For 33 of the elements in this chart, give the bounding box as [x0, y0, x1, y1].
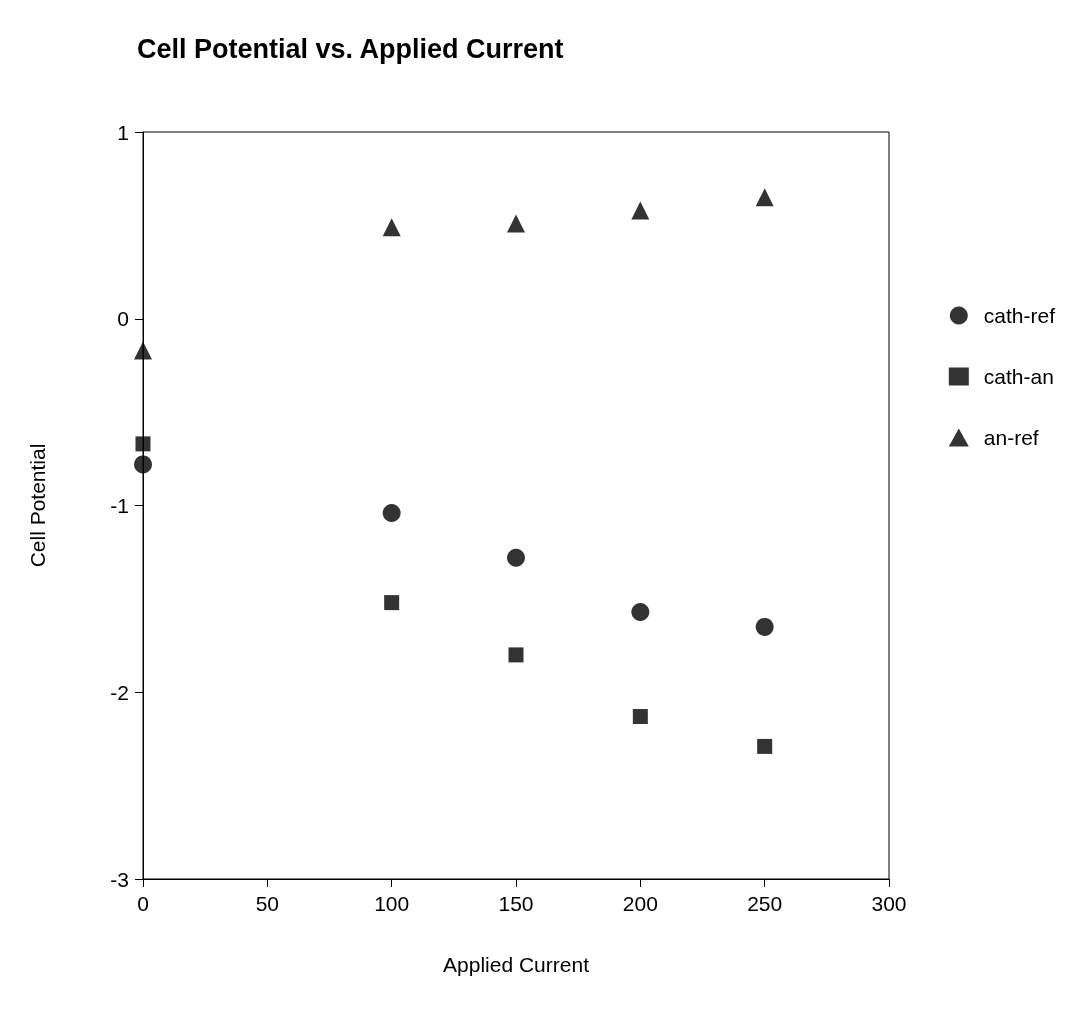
point — [631, 602, 650, 621]
point — [134, 455, 152, 474]
point — [508, 647, 524, 663]
y-axis-title: Cell Potential — [26, 443, 49, 568]
point — [631, 201, 650, 220]
legend-label: cath-an — [983, 365, 1054, 388]
point — [135, 436, 151, 452]
x-tick-label: 250 — [747, 892, 783, 915]
x-tick-label: 100 — [374, 892, 410, 915]
point — [507, 214, 525, 233]
y-tick-label: 1 — [117, 120, 129, 144]
point — [755, 617, 774, 636]
point — [134, 341, 152, 360]
y-tick-label: -3 — [110, 867, 129, 891]
x-tick-label: 50 — [255, 892, 280, 915]
x-tick-label: 0 — [137, 892, 149, 915]
x-tick-label: 300 — [871, 892, 907, 915]
legend-label: cath-ref — [983, 304, 1056, 327]
point — [384, 595, 400, 611]
point — [507, 548, 525, 567]
y-tick-label: -1 — [110, 494, 129, 517]
point — [755, 188, 774, 207]
chart-title: Cell Potential vs. Applied Current — [137, 33, 564, 64]
point — [632, 709, 648, 725]
x-axis-title: Applied Current — [443, 953, 590, 976]
legend-label: an-ref — [983, 426, 1039, 449]
x-tick-label: 200 — [622, 892, 658, 915]
y-tick-label: 0 — [117, 307, 129, 331]
point — [382, 218, 401, 237]
point — [757, 738, 773, 754]
y-tick-label: -2 — [110, 680, 129, 704]
point — [382, 503, 401, 522]
x-tick-label: 150 — [498, 892, 534, 915]
